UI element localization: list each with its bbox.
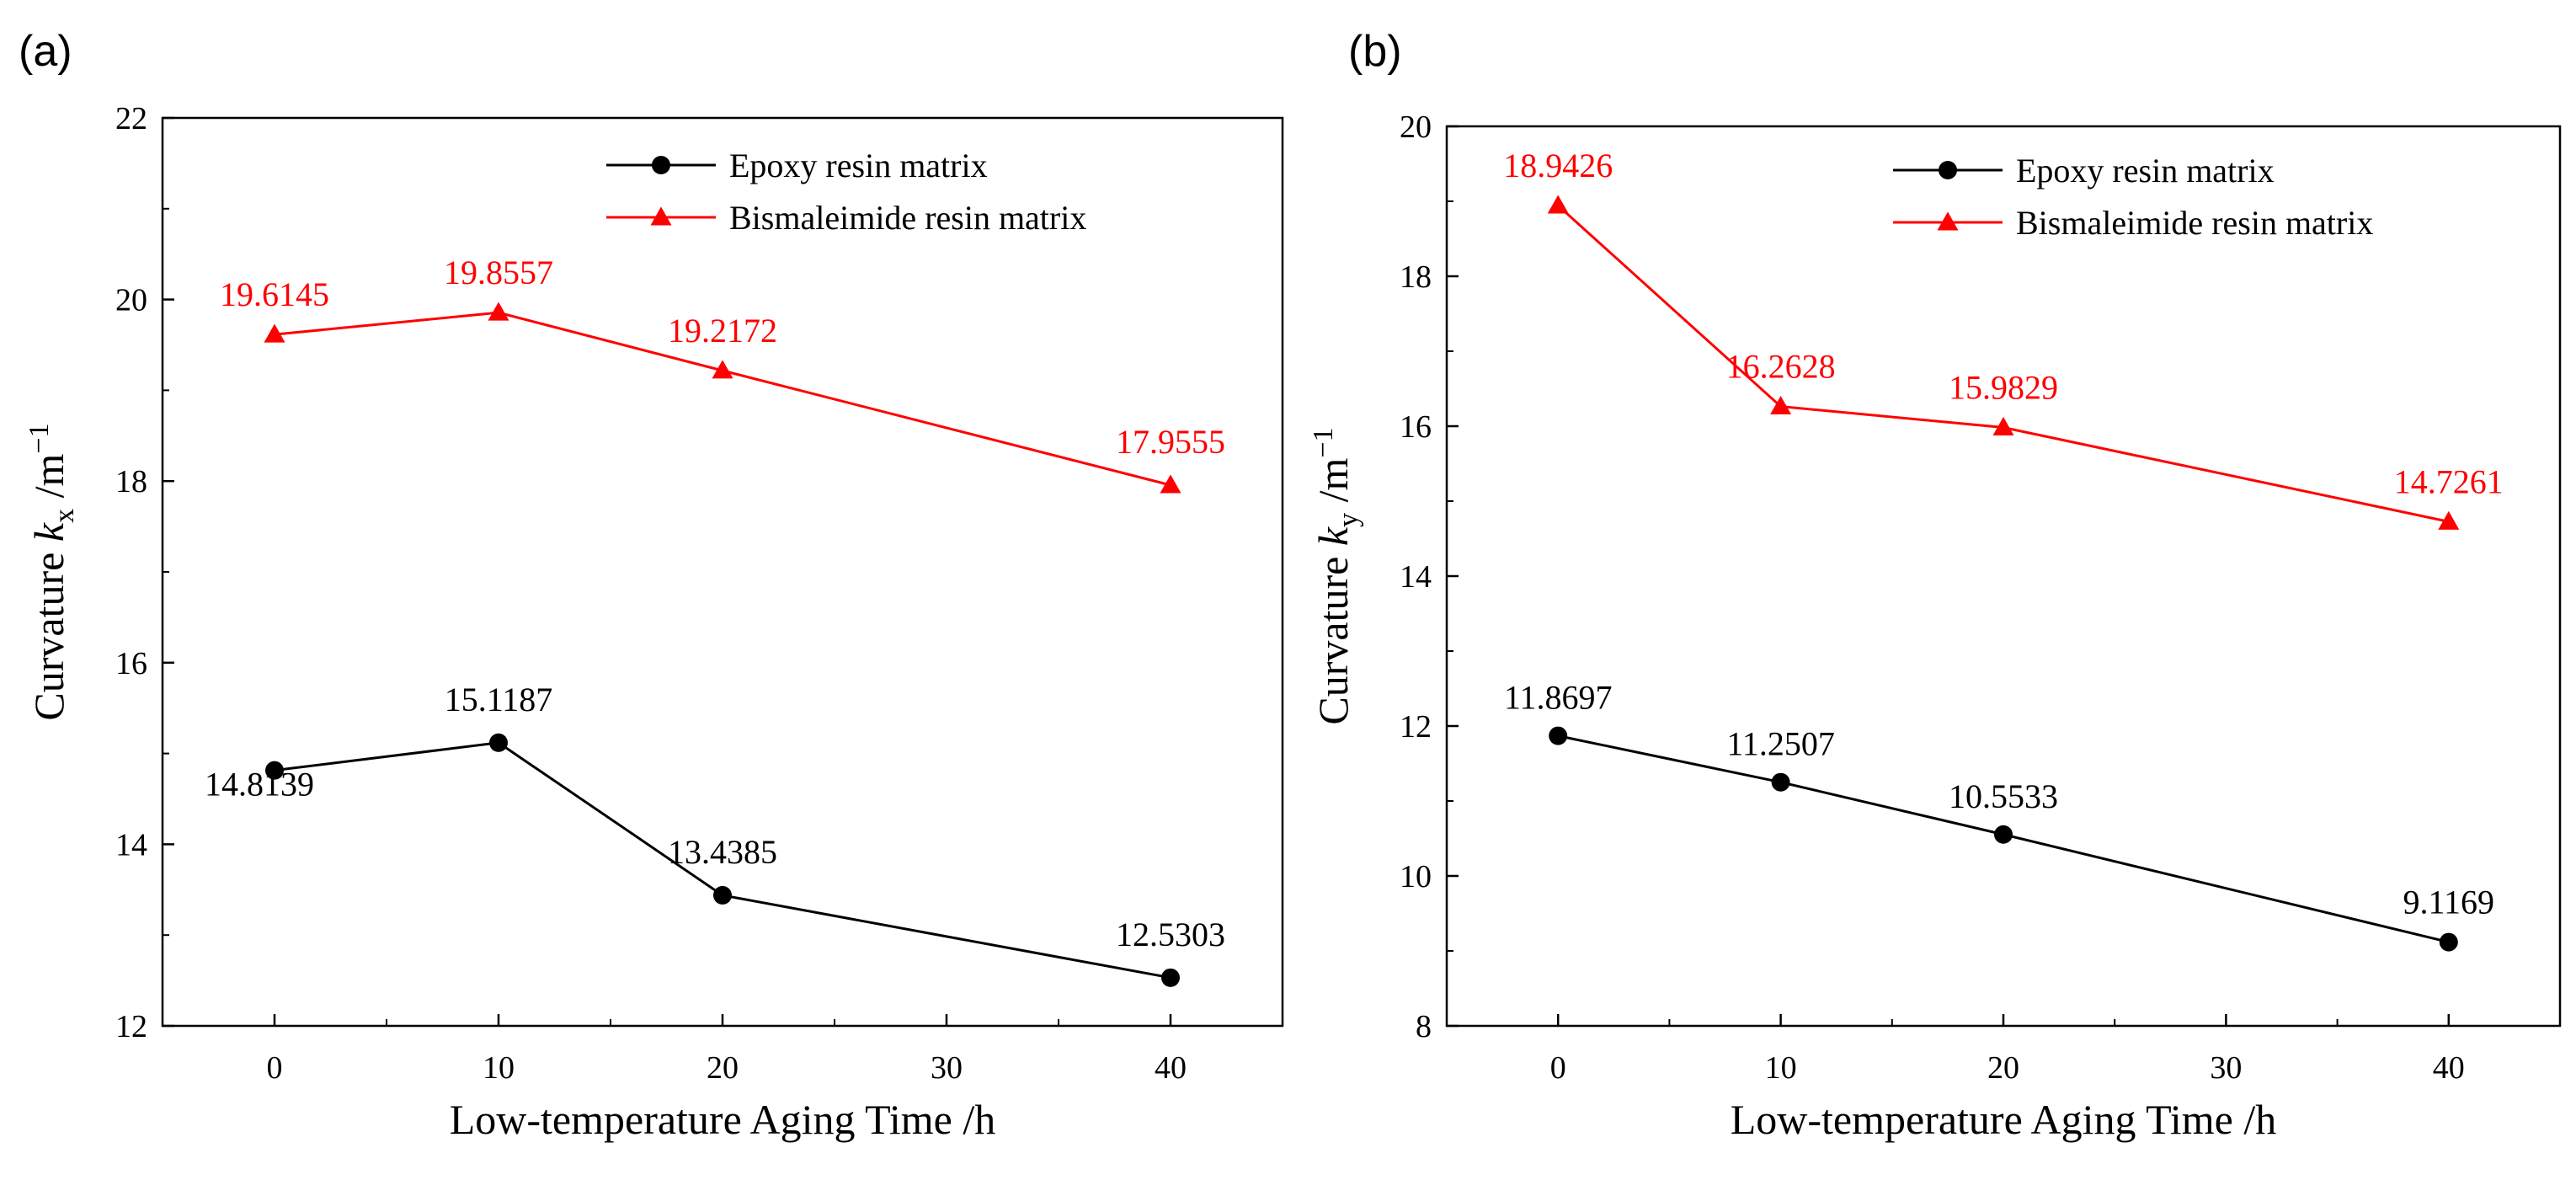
series-line bbox=[1557, 734, 2450, 944]
y-tick-label: 12 bbox=[115, 1009, 147, 1044]
data-label: 19.8557 bbox=[444, 254, 553, 291]
y-axis-label-prefix: Curvature bbox=[1309, 546, 1357, 724]
x-tick-label: 20 bbox=[1987, 1050, 2019, 1086]
data-label: 16.2628 bbox=[1726, 348, 1836, 386]
data-point bbox=[2439, 932, 2458, 952]
data-label: 15.1187 bbox=[445, 681, 553, 718]
y-axis-label-subscript: x bbox=[49, 509, 80, 523]
x-tick-label: 40 bbox=[1155, 1050, 1187, 1086]
x-tick-label: 40 bbox=[2433, 1050, 2465, 1086]
chart-panel-a: (a) 0 10 20 30 40 12 14 16 18 20 22 Low-temperature … bbox=[19, 27, 1284, 1143]
data-label: 15.9829 bbox=[1949, 369, 2058, 407]
x-tick-label: 10 bbox=[1765, 1050, 1797, 1086]
data-point bbox=[488, 302, 509, 321]
data-label: 19.2172 bbox=[668, 312, 777, 350]
x-tick-label: 20 bbox=[707, 1050, 739, 1086]
data-point bbox=[1549, 726, 1568, 745]
y-tick-label: 22 bbox=[115, 101, 147, 136]
y-tick-label: 8 bbox=[1416, 1009, 1432, 1044]
y-tick-label: 10 bbox=[1400, 859, 1432, 894]
chart-panel-b: (b) 0 10 20 30 40 8 10 12 14 16 18 20 Low-temperature… bbox=[1308, 27, 2562, 1143]
y-axis-label-exponent: −1 bbox=[24, 423, 55, 453]
data-label: 10.5533 bbox=[1949, 777, 2058, 815]
legend-label: Bismaleimide resin matrix bbox=[2016, 204, 2373, 242]
data-label: 11.8697 bbox=[1504, 679, 1613, 717]
y-axis-label: Curvature kx /m−1 bbox=[24, 423, 80, 720]
data-label: 18.9426 bbox=[1503, 147, 1613, 184]
data-label: 9.1169 bbox=[2403, 884, 2495, 921]
y-tick-label: 18 bbox=[115, 464, 147, 499]
data-point bbox=[1160, 474, 1181, 494]
x-tick-label: 0 bbox=[1550, 1050, 1566, 1086]
data-point bbox=[2438, 510, 2460, 530]
data-point bbox=[1161, 968, 1180, 987]
y-tick-label: 14 bbox=[1400, 559, 1432, 595]
legend-label: Bismaleimide resin matrix bbox=[729, 199, 1086, 237]
series-line bbox=[274, 741, 1171, 980]
series-line bbox=[274, 311, 1171, 487]
legend: Epoxy resin matrix Bismaleimide resin mat… bbox=[1893, 152, 2373, 242]
series-line bbox=[1557, 204, 2450, 523]
y-axis-label-symbol: k bbox=[1309, 526, 1357, 546]
data-point bbox=[1994, 825, 2013, 844]
data-label: 14.8139 bbox=[205, 766, 314, 804]
y-axis-label-exponent: −1 bbox=[1308, 427, 1339, 457]
data-point bbox=[712, 360, 733, 379]
x-tick-label: 0 bbox=[267, 1050, 283, 1086]
y-tick-label: 16 bbox=[1400, 409, 1432, 445]
legend-marker bbox=[1939, 161, 1957, 179]
series-epoxy: 11.8697 11.2507 10.5533 9.1169 bbox=[1504, 679, 2494, 952]
data-point bbox=[1770, 396, 1792, 415]
y-tick-label: 12 bbox=[1400, 709, 1432, 745]
x-axis-label: Low-temperature Aging Time /h bbox=[450, 1096, 996, 1143]
data-point bbox=[265, 761, 284, 780]
y-axis-label-subscript: y bbox=[1333, 513, 1364, 527]
series-bismaleimide: 19.6145 19.8557 19.2172 17.9555 bbox=[220, 254, 1225, 494]
legend-marker bbox=[650, 206, 672, 226]
data-label: 11.2507 bbox=[1726, 725, 1835, 763]
series-bismaleimide: 18.9426 16.2628 15.9829 14.7261 bbox=[1503, 147, 2504, 530]
y-tick-label: 14 bbox=[115, 827, 147, 862]
panel-label: (a) bbox=[19, 27, 72, 76]
y-tick-label: 16 bbox=[115, 646, 147, 681]
data-point bbox=[713, 885, 732, 905]
y-axis-label-unit: /m bbox=[1309, 458, 1357, 513]
legend-label: Epoxy resin matrix bbox=[2016, 152, 2275, 190]
y-axis-label-prefix: Curvature bbox=[25, 542, 72, 720]
data-label: 14.7261 bbox=[2394, 462, 2504, 500]
x-axis-label: Low-temperature Aging Time /h bbox=[1731, 1096, 2277, 1143]
data-point bbox=[1771, 772, 1790, 792]
panel-label: (b) bbox=[1348, 27, 1402, 76]
data-point bbox=[1992, 416, 2014, 435]
legend-label: Epoxy resin matrix bbox=[729, 147, 988, 184]
legend-marker bbox=[1937, 211, 1959, 231]
y-axis-label-symbol: k bbox=[25, 522, 72, 542]
x-tick-label: 30 bbox=[931, 1050, 963, 1086]
data-label: 19.6145 bbox=[220, 275, 329, 313]
legend: Epoxy resin matrix Bismaleimide resin mat… bbox=[606, 147, 1086, 237]
x-tick-label: 30 bbox=[2210, 1050, 2242, 1086]
data-label: 17.9555 bbox=[1116, 423, 1225, 461]
y-tick-label: 18 bbox=[1400, 259, 1432, 295]
y-tick-label: 20 bbox=[1400, 109, 1432, 145]
data-point bbox=[264, 323, 285, 343]
data-point bbox=[489, 733, 508, 752]
data-label: 13.4385 bbox=[668, 833, 777, 871]
legend-marker bbox=[652, 156, 670, 174]
data-label: 12.5303 bbox=[1116, 916, 1225, 953]
y-axis-label: Curvature ky /m−1 bbox=[1308, 427, 1364, 724]
x-tick-label: 10 bbox=[483, 1050, 515, 1086]
y-tick-label: 20 bbox=[115, 283, 147, 318]
y-axis-label-unit: /m bbox=[25, 454, 72, 509]
series-epoxy: 14.8139 15.1187 13.4385 12.5303 bbox=[205, 681, 1225, 987]
data-point bbox=[1547, 195, 1569, 214]
